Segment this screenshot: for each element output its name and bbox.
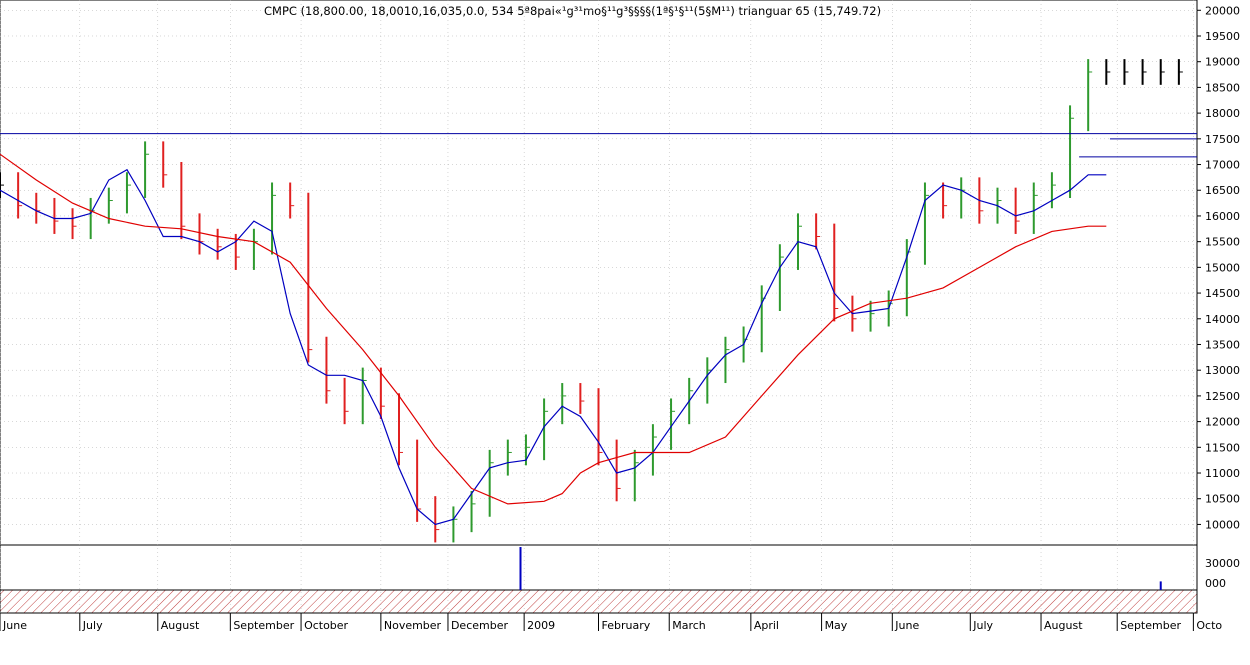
x-tick-label: December [451,619,509,632]
y-tick-label: 19500 [1205,30,1240,43]
y-tick-label: 10000 [1205,518,1240,531]
y-tick-label: 10500 [1205,493,1240,506]
x-tick-label: Octo [1196,619,1222,632]
x-tick-label: March [672,619,706,632]
y-tick-label: 13000 [1205,364,1240,377]
x-tick-label: May [825,619,848,632]
x-tick-label: October [304,619,348,632]
y-tick-label: 11500 [1205,441,1240,454]
y-tick-label: 12500 [1205,390,1240,403]
y-tick-label: 18500 [1205,81,1240,94]
y-tick-label: 15500 [1205,236,1240,249]
y-tick-label: 16500 [1205,184,1240,197]
signal-strip [0,589,1198,614]
x-tick-label: September [233,619,294,632]
x-tick-label: 2009 [527,619,555,632]
y-tick-label: 17000 [1205,159,1240,172]
y-tick-label: 19000 [1205,56,1240,69]
x-tick-label: July [82,619,103,632]
x-tick-label: June [894,619,919,632]
y-tick-label: 14000 [1205,313,1240,326]
x-tick-label: July [972,619,993,632]
volume-tick-label: 30000 [1205,557,1240,570]
x-tick-label: August [161,619,200,632]
short-moving-average-line [0,168,1107,526]
y-tick-label: 13500 [1205,338,1240,351]
y-tick-label: 11000 [1205,467,1240,480]
y-tick-label: 14500 [1205,287,1240,300]
x-tick-label: February [602,619,651,632]
y-tick-label: 20000 [1205,4,1240,17]
x-tick-label: November [384,619,442,632]
volume-tick-label: 000 [1205,577,1226,590]
y-tick-label: 15000 [1205,261,1240,274]
x-tick-label: September [1120,619,1181,632]
y-tick-label: 17500 [1205,133,1240,146]
y-tick-label: 18000 [1205,107,1240,120]
y-tick-label: 16000 [1205,210,1240,223]
long-moving-average-line [0,153,1107,505]
x-tick-label: June [2,619,27,632]
x-tick-label: August [1044,619,1083,632]
x-tick-label: April [754,619,779,632]
y-tick-label: 12000 [1205,416,1240,429]
volume-panel-frame [0,544,1198,591]
chart-title: CMPC (18,800.00, 18,00­10,16,035,0.0, 53… [264,4,881,18]
